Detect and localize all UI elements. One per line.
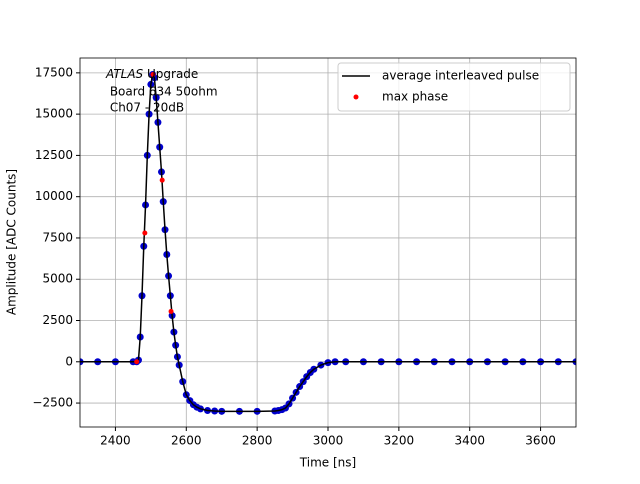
max-phase-point: [150, 72, 156, 78]
y-tick-label: 12500: [35, 148, 73, 162]
x-tick-label: 3000: [313, 434, 344, 448]
x-axis-label: Time [ns]: [299, 456, 356, 470]
x-tick-label: 2800: [242, 434, 273, 448]
y-tick-label: 2500: [42, 313, 73, 327]
annotation-line: Board 634 50ohm: [106, 85, 218, 99]
legend-label: average interleaved pulse: [382, 69, 539, 83]
plot-frame: [79, 57, 577, 428]
y-tick-label: 10000: [35, 189, 73, 203]
x-tick-label: 2600: [171, 434, 202, 448]
y-tick-label: 5000: [42, 272, 73, 286]
annotation: ATLAS Upgrade: [105, 67, 198, 81]
y-tick-label: −2500: [32, 396, 73, 410]
annotation-text: Upgrade: [143, 67, 198, 81]
annotation-line: Ch07 - 20dB: [106, 101, 184, 115]
legend-box: [337, 62, 571, 112]
y-axis-label: Amplitude [ADC Counts]: [5, 169, 19, 315]
y-tick-label: 0: [65, 354, 73, 368]
legend-marker: [353, 94, 359, 100]
max-phase-point: [159, 177, 165, 183]
max-phase-point: [134, 359, 140, 365]
x-tick-label: 3400: [454, 434, 485, 448]
pulse-line: [80, 72, 576, 413]
x-tick-label: 3600: [525, 434, 556, 448]
annotation-italic: ATLAS: [105, 67, 144, 81]
legend-label: max phase: [382, 90, 448, 104]
max-phase-point: [142, 230, 148, 236]
x-tick-label: 2400: [100, 434, 131, 448]
x-tick-label: 3200: [384, 434, 415, 448]
y-tick-label: 15000: [35, 107, 73, 121]
y-tick-label: 7500: [42, 230, 73, 244]
y-tick-label: 17500: [35, 65, 73, 79]
max-phase-point: [168, 308, 174, 314]
